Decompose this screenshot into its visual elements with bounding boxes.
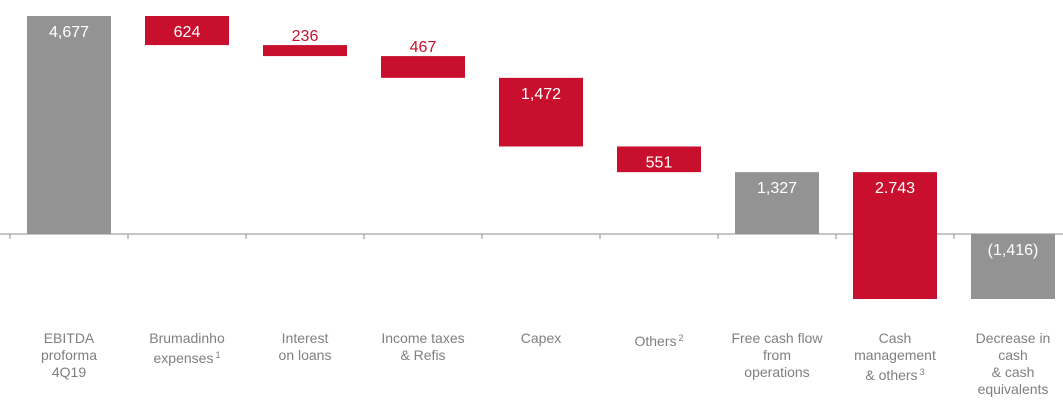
- bar-7: [735, 172, 819, 234]
- category-label-line: Cash: [878, 330, 912, 346]
- category-label-5: Capex: [482, 330, 600, 347]
- data-label-5: 1,472: [521, 86, 561, 103]
- bar-9: [971, 234, 1055, 299]
- category-label-line: from: [763, 347, 791, 363]
- category-label-line: Free cash flow: [731, 330, 823, 346]
- category-label-line: management: [854, 347, 936, 363]
- data-label-1: 4,677: [49, 24, 89, 41]
- category-label-1: EBITDA proforma 4Q19: [10, 330, 128, 381]
- category-label-line: Decrease in: [975, 330, 1051, 346]
- data-label-6: 551: [646, 154, 673, 171]
- category-label-line: operations: [744, 364, 810, 380]
- footnote-marker: 1: [215, 350, 221, 360]
- category-label-4: Income taxes & Refis: [364, 330, 482, 364]
- category-label-line: & others 3: [865, 367, 925, 383]
- category-label-line: cash: [998, 347, 1028, 363]
- category-label-line: expenses 1: [153, 350, 221, 366]
- category-label-8: Cash management & others 3: [836, 330, 954, 384]
- data-label-8: 2.743: [875, 180, 915, 197]
- category-label-line: EBITDA: [43, 330, 95, 346]
- category-label-6: Others 2: [600, 330, 718, 350]
- data-label-9: (1,416): [988, 242, 1039, 259]
- category-label-9: Decrease in cash & cash equivalents: [954, 330, 1063, 398]
- category-label-line: & cash: [991, 364, 1035, 380]
- category-label-line: & Refis: [400, 347, 446, 363]
- category-label-line: 4Q19: [51, 364, 87, 380]
- data-label-7: 1,327: [757, 180, 797, 197]
- category-label-line: Income taxes: [381, 330, 465, 346]
- bar-4: [381, 56, 465, 78]
- category-label-line: Brumadinho: [149, 330, 225, 346]
- bar-8: [853, 172, 937, 299]
- category-label-2: Brumadinho expenses 1: [128, 330, 246, 367]
- category-label-line: Capex: [520, 330, 562, 346]
- category-label-line: on loans: [278, 347, 332, 363]
- category-label-3: Interest on loans: [246, 330, 364, 364]
- bar-6: [617, 146, 701, 173]
- footnote-marker: 2: [678, 333, 684, 343]
- data-label-4: 467: [410, 39, 437, 56]
- category-label-line: proforma: [40, 347, 98, 363]
- bar-3: [263, 45, 347, 57]
- bar-1: [27, 16, 111, 234]
- category-label-7: Free cash flow from operations: [718, 330, 836, 381]
- bar-5: [499, 77, 583, 147]
- category-label-line: Others 2: [634, 333, 684, 349]
- category-label-line: Interest: [281, 330, 329, 346]
- data-label-3: 236: [292, 28, 319, 45]
- bar-2: [145, 16, 229, 46]
- data-label-2: 624: [174, 24, 201, 41]
- category-label-line: equivalents: [977, 381, 1049, 397]
- footnote-marker: 3: [919, 367, 925, 377]
